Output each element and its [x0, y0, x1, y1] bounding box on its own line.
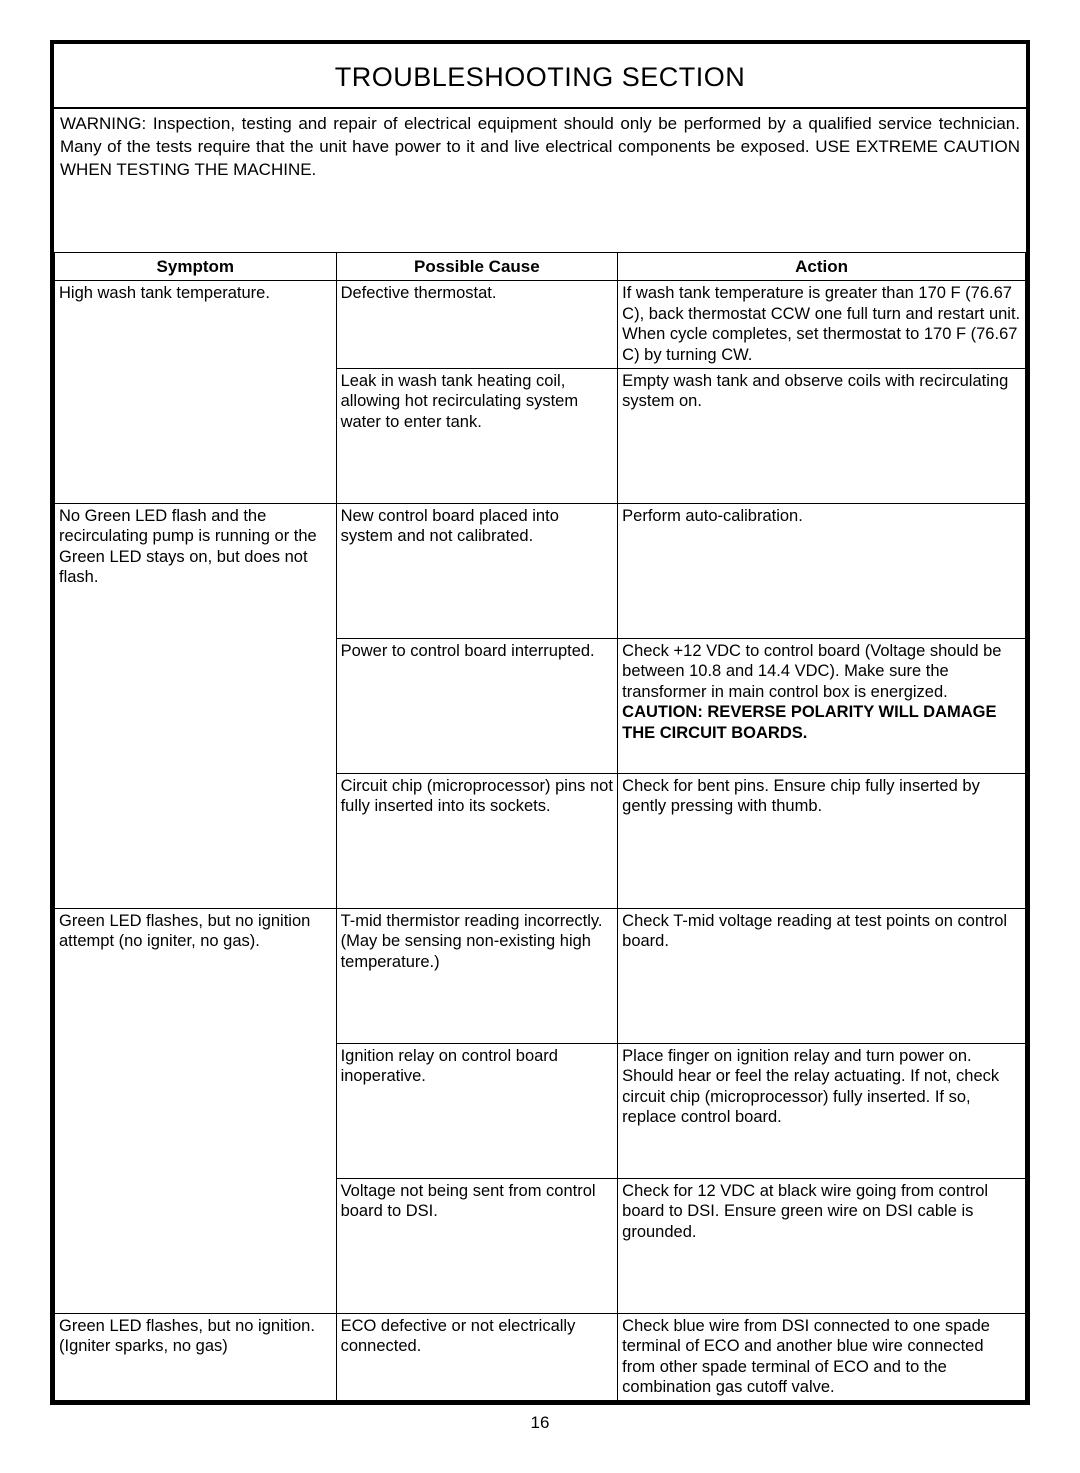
- cell-symptom: High wash tank temperature.: [55, 281, 337, 504]
- cell-cause: New control board placed into system and…: [336, 503, 618, 638]
- cell-cause: T-mid thermistor reading incorrectly. (M…: [336, 908, 618, 1043]
- cell-symptom: Green LED flashes, but no ignition. (Ign…: [55, 1313, 337, 1401]
- cell-action: Perform auto-calibration.: [618, 503, 1026, 638]
- troubleshoot-table: Symptom Possible Cause Action High wash …: [54, 252, 1026, 1401]
- table-row: Green LED flashes, but no ignition attem…: [55, 908, 1026, 1043]
- cell-action: Check T-mid voltage reading at test poin…: [618, 908, 1026, 1043]
- cell-cause: Circuit chip (microprocessor) pins not f…: [336, 773, 618, 908]
- header-cause: Possible Cause: [336, 252, 618, 280]
- cell-action: If wash tank temperature is greater than…: [618, 281, 1026, 369]
- section-title: TROUBLESHOOTING SECTION: [54, 44, 1026, 107]
- cell-cause: Defective thermostat.: [336, 281, 618, 369]
- table-row: No Green LED flash and the recirculating…: [55, 503, 1026, 638]
- cell-cause: ECO defective or not electrically connec…: [336, 1313, 618, 1401]
- cell-action: Empty wash tank and observe coils with r…: [618, 368, 1026, 503]
- cell-cause: Power to control board interrupted.: [336, 638, 618, 773]
- warning-text: WARNING: Inspection, testing and repair …: [54, 109, 1026, 252]
- header-symptom: Symptom: [55, 252, 337, 280]
- document-frame: TROUBLESHOOTING SECTION WARNING: Inspect…: [50, 40, 1030, 1405]
- cell-symptom: No Green LED flash and the recirculating…: [55, 503, 337, 908]
- page-number: 16: [50, 1413, 1030, 1433]
- cell-cause: Leak in wash tank heating coil, allowing…: [336, 368, 618, 503]
- table-row: Green LED flashes, but no ignition. (Ign…: [55, 1313, 1026, 1401]
- table-header-row: Symptom Possible Cause Action: [55, 252, 1026, 280]
- cell-action: Check for bent pins. Ensure chip fully i…: [618, 773, 1026, 908]
- cell-symptom: Green LED flashes, but no ignition attem…: [55, 908, 337, 1313]
- cell-action: Check for 12 VDC at black wire going fro…: [618, 1178, 1026, 1313]
- header-action: Action: [618, 252, 1026, 280]
- cell-action: Place finger on ignition relay and turn …: [618, 1043, 1026, 1178]
- cell-cause: Ignition relay on control board inoperat…: [336, 1043, 618, 1178]
- cell-action: Check +12 VDC to control board (Voltage …: [618, 638, 1026, 773]
- table-row: High wash tank temperature. Defective th…: [55, 281, 1026, 369]
- cell-action: Check blue wire from DSI connected to on…: [618, 1313, 1026, 1401]
- cell-cause: Voltage not being sent from control boar…: [336, 1178, 618, 1313]
